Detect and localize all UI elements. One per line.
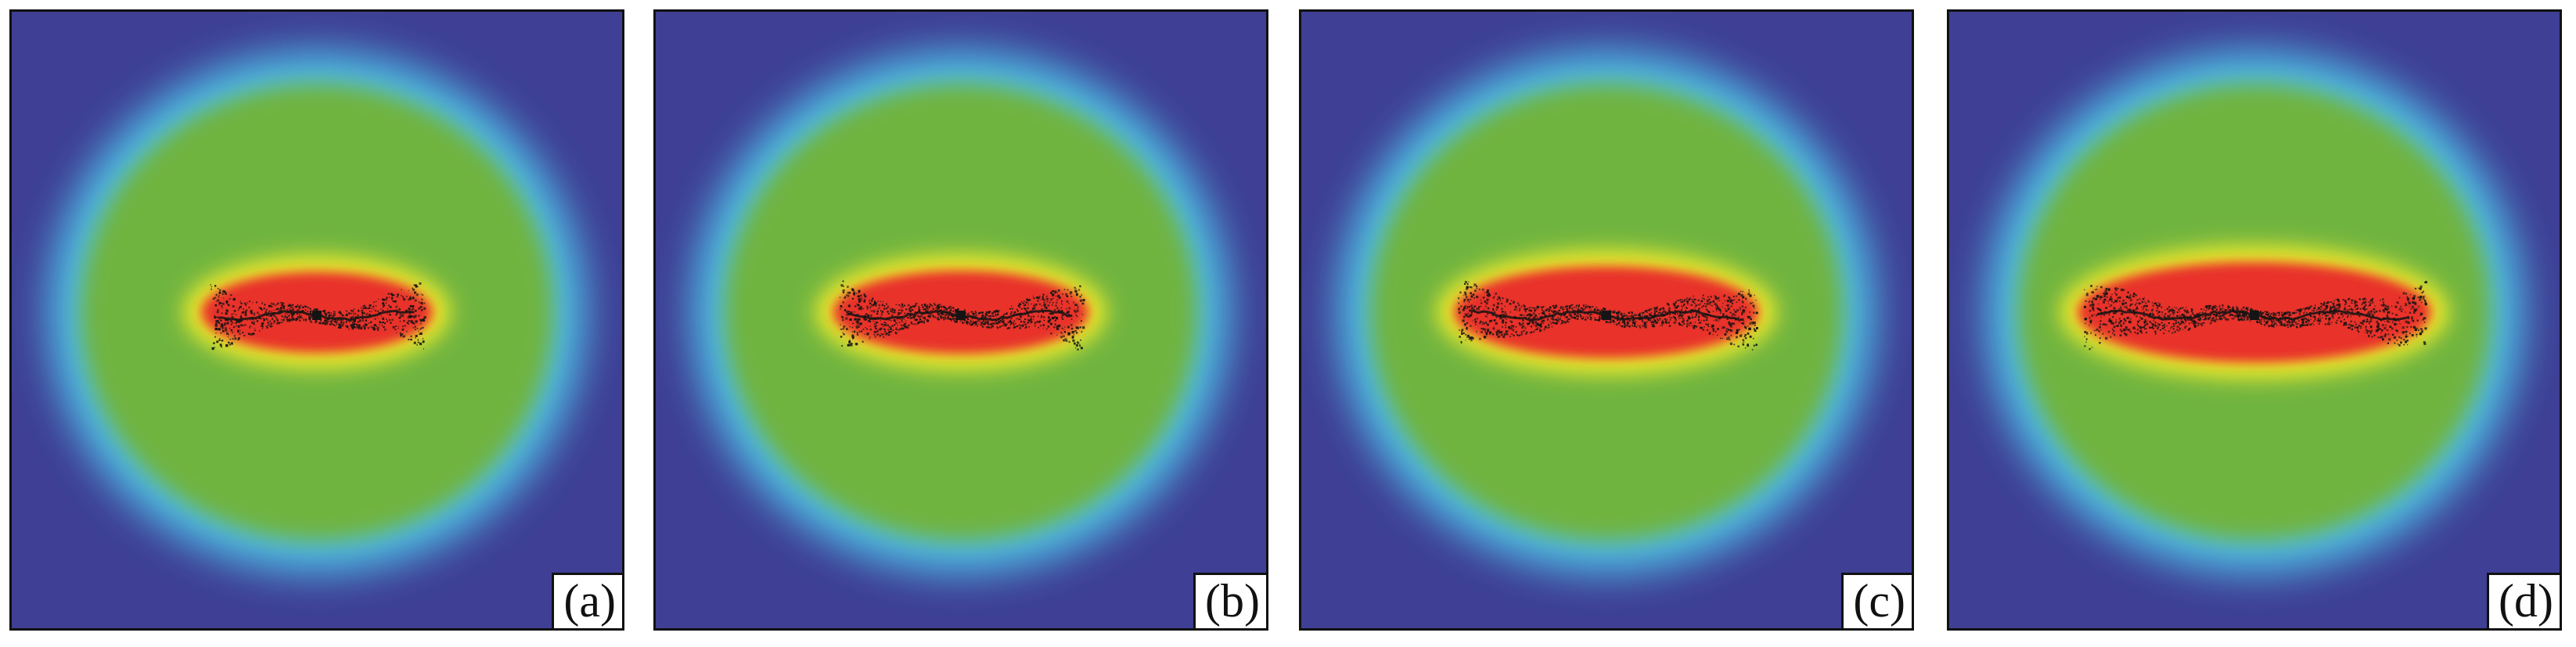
center-marker-c [1602, 311, 1611, 320]
particles-b [839, 280, 1085, 351]
panel-d: (d) [1947, 9, 2562, 631]
field-map-c [1301, 12, 1912, 628]
field-map-b [656, 12, 1266, 628]
panel-c: (c) [1299, 9, 1914, 631]
panel-label-a: (a) [552, 573, 622, 628]
panel-label-d: (d) [2487, 573, 2560, 628]
panel-b: (b) [653, 9, 1268, 631]
panel-a: (a) [9, 9, 624, 631]
panel-label-c: (c) [1841, 573, 1912, 628]
center-marker-d [2250, 311, 2259, 320]
panel-label-b: (b) [1193, 573, 1266, 628]
field-map-d [1949, 12, 2560, 628]
particles-c [1457, 281, 1758, 351]
center-marker-b [956, 311, 966, 320]
field-map-a [12, 12, 622, 628]
center-marker-a [312, 311, 322, 320]
